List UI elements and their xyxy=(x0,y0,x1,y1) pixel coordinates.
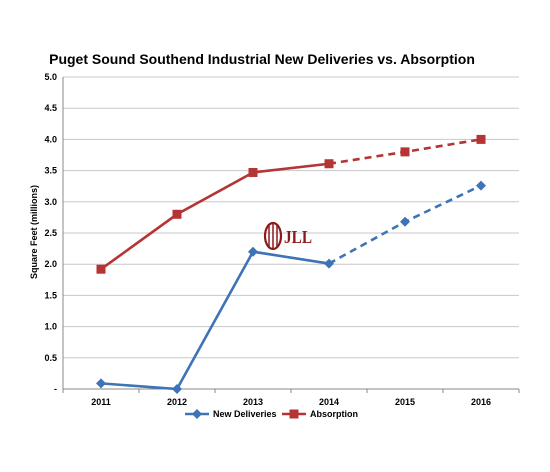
data-point xyxy=(289,409,299,419)
legend: New Deliveries Absorption xyxy=(185,409,358,419)
y-axis-label: Square Feet (millions) xyxy=(29,185,39,279)
legend-item: New Deliveries xyxy=(185,409,277,419)
data-point xyxy=(172,384,182,394)
y-tick-label: 4.0 xyxy=(44,134,57,144)
data-point xyxy=(324,258,334,269)
y-tick-label: 1.5 xyxy=(44,290,57,300)
data-point xyxy=(476,134,486,144)
jll-logo-mark-icon xyxy=(263,221,283,251)
logo-text: JLL xyxy=(284,227,312,247)
data-point xyxy=(192,409,202,419)
jll-logo: JLL xyxy=(263,221,312,251)
x-tick-label: 2013 xyxy=(243,397,263,407)
x-tick-label: 2012 xyxy=(167,397,187,407)
data-point xyxy=(324,159,334,169)
gridlines xyxy=(63,76,519,359)
series-absorption xyxy=(96,134,486,274)
axes: - 0.5 1.0 1.5 2.0 2.5 3.0 3.5 4.0 4.5 5.0 2011 2012 2… xyxy=(44,72,520,407)
y-tick-label: 1.0 xyxy=(44,322,57,332)
data-point xyxy=(248,167,258,177)
y-tick-label: 5.0 xyxy=(44,72,57,82)
data-point xyxy=(476,180,486,191)
x-tick-label: 2014 xyxy=(319,397,339,407)
y-tick-label: 2.0 xyxy=(44,259,57,269)
data-point xyxy=(96,264,106,274)
x-tick-label: 2016 xyxy=(471,397,491,407)
x-tick-label: 2015 xyxy=(395,397,415,407)
series-new-deliveries xyxy=(96,180,486,394)
y-tick-label: 3.5 xyxy=(44,166,57,176)
y-tick-label: - xyxy=(54,384,57,394)
data-point xyxy=(400,216,410,227)
data-point xyxy=(248,246,258,257)
y-tick-label: 3.0 xyxy=(44,197,57,207)
legend-item: Absorption xyxy=(282,409,358,419)
y-tick-label: 4.5 xyxy=(44,103,57,113)
x-tick-label: 2011 xyxy=(91,397,111,407)
legend-label: Absorption xyxy=(310,409,358,419)
y-tick-label: 2.5 xyxy=(44,228,57,238)
chart-title: Puget Sound Southend Industrial New Deli… xyxy=(49,51,475,67)
data-point xyxy=(172,209,182,219)
series-line-actual xyxy=(100,250,330,391)
y-tick-label: 0.5 xyxy=(44,353,57,363)
series-lines xyxy=(96,134,486,394)
legend-label: New Deliveries xyxy=(213,409,277,419)
data-point xyxy=(400,147,410,157)
data-point xyxy=(96,378,106,389)
series-line-actual xyxy=(100,162,330,271)
